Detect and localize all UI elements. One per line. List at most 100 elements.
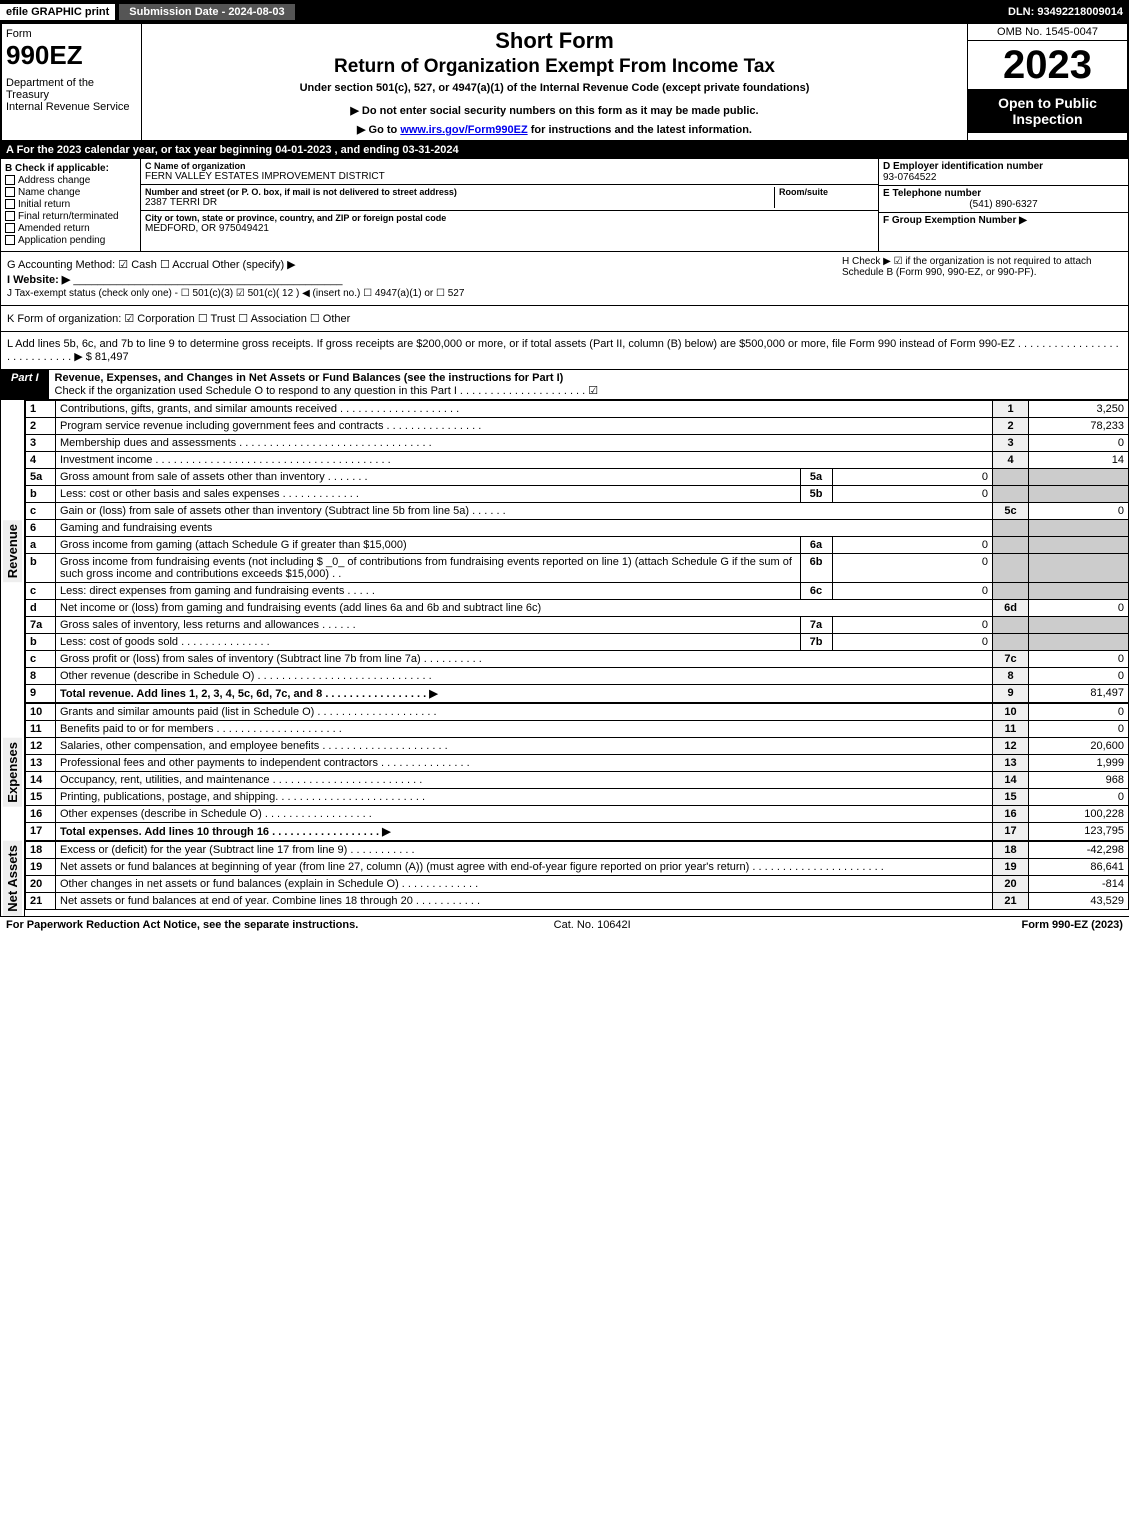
- org-name-row: C Name of organization FERN VALLEY ESTAT…: [141, 159, 878, 185]
- submission-date: Submission Date - 2024-08-03: [119, 4, 294, 20]
- revenue-table: 1Contributions, gifts, grants, and simil…: [25, 400, 1129, 703]
- city-label: City or town, state or province, country…: [145, 213, 874, 223]
- chk-amended-return[interactable]: Amended return: [5, 223, 136, 234]
- top-bar: efile GRAPHIC print Submission Date - 20…: [0, 0, 1129, 24]
- form-number: 990EZ: [6, 40, 137, 71]
- footer-left: For Paperwork Reduction Act Notice, see …: [6, 919, 358, 931]
- table-row: 7aGross sales of inventory, less returns…: [26, 617, 1129, 634]
- group-exemption-row: F Group Exemption Number ▶: [879, 213, 1128, 228]
- mid-block: G Accounting Method: ☑ Cash ☐ Accrual Ot…: [0, 252, 1129, 306]
- phone-label: E Telephone number: [883, 188, 1124, 199]
- table-row: 19Net assets or fund balances at beginni…: [26, 859, 1129, 876]
- part1-title: Revenue, Expenses, and Changes in Net As…: [55, 372, 564, 384]
- expenses-vertical-label: Expenses: [3, 738, 22, 807]
- table-row: 11Benefits paid to or for members . . . …: [26, 721, 1129, 738]
- omb-number: OMB No. 1545-0047: [968, 24, 1127, 41]
- short-form-title: Short Form: [146, 28, 963, 54]
- row-a-calendar-year: A For the 2023 calendar year, or tax yea…: [0, 142, 1129, 158]
- table-row: 16Other expenses (describe in Schedule O…: [26, 806, 1129, 823]
- chk-initial-return[interactable]: Initial return: [5, 199, 136, 210]
- efile-label[interactable]: efile GRAPHIC print: [0, 4, 115, 20]
- revenue-section: Revenue 1Contributions, gifts, grants, a…: [0, 400, 1129, 703]
- table-row: 2Program service revenue including gover…: [26, 418, 1129, 435]
- form-header: Form 990EZ Department of the Treasury In…: [0, 24, 1129, 142]
- table-row: 12Salaries, other compensation, and empl…: [26, 738, 1129, 755]
- line-i: I Website: ▶ ___________________________…: [7, 273, 842, 286]
- net-assets-table: 18Excess or (deficit) for the year (Subt…: [25, 841, 1129, 910]
- table-row: 13Professional fees and other payments t…: [26, 755, 1129, 772]
- table-row: dNet income or (loss) from gaming and fu…: [26, 600, 1129, 617]
- ein-label: D Employer identification number: [883, 161, 1124, 172]
- footer-form-id: Form 990-EZ (2023): [1021, 919, 1122, 931]
- net-assets-vertical-label: Net Assets: [3, 841, 22, 916]
- table-row: 4Investment income . . . . . . . . . . .…: [26, 452, 1129, 469]
- expenses-table: 10Grants and similar amounts paid (list …: [25, 703, 1129, 841]
- header-right: OMB No. 1545-0047 2023 Open to Public In…: [967, 24, 1127, 140]
- ein-row: D Employer identification number 93-0764…: [879, 159, 1128, 186]
- goto-prefix: ▶ Go to: [357, 124, 400, 136]
- part1-check-line: Check if the organization used Schedule …: [55, 385, 599, 397]
- header-left: Form 990EZ Department of the Treasury In…: [2, 24, 142, 140]
- table-row: 15Printing, publications, postage, and s…: [26, 789, 1129, 806]
- table-row: 18Excess or (deficit) for the year (Subt…: [26, 842, 1129, 859]
- revenue-vertical-label: Revenue: [3, 520, 22, 582]
- table-row: 20Other changes in net assets or fund ba…: [26, 876, 1129, 893]
- net-assets-section: Net Assets 18Excess or (deficit) for the…: [0, 841, 1129, 916]
- street-label: Number and street (or P. O. box, if mail…: [145, 187, 774, 197]
- line-l-block: L Add lines 5b, 6c, and 7b to line 9 to …: [0, 332, 1129, 370]
- table-row: bLess: cost of goods sold . . . . . . . …: [26, 634, 1129, 651]
- do-not-enter: ▶ Do not enter social security numbers o…: [146, 104, 963, 117]
- table-row: 10Grants and similar amounts paid (list …: [26, 704, 1129, 721]
- col-b-title: B Check if applicable:: [5, 163, 136, 174]
- table-row: cGross profit or (loss) from sales of in…: [26, 651, 1129, 668]
- table-row: 9Total revenue. Add lines 1, 2, 3, 4, 5c…: [26, 685, 1129, 703]
- header-mid: Short Form Return of Organization Exempt…: [142, 24, 967, 140]
- column-b: B Check if applicable: Address change Na…: [1, 159, 141, 251]
- tax-year: 2023: [968, 41, 1127, 89]
- dln: DLN: 93492218009014: [1008, 6, 1129, 18]
- chk-application-pending[interactable]: Application pending: [5, 235, 136, 246]
- phone-row: E Telephone number (541) 890-6327: [879, 186, 1128, 213]
- table-row: 3Membership dues and assessments . . . .…: [26, 435, 1129, 452]
- part1-label: Part I: [1, 370, 49, 399]
- line-g: G Accounting Method: ☑ Cash ☐ Accrual Ot…: [7, 258, 842, 271]
- column-c: C Name of organization FERN VALLEY ESTAT…: [141, 159, 878, 251]
- section-bcdef: B Check if applicable: Address change Na…: [0, 158, 1129, 252]
- line-h: H Check ▶ ☑ if the organization is not r…: [842, 256, 1122, 301]
- goto-suffix: for instructions and the latest informat…: [531, 124, 752, 136]
- chk-name-change[interactable]: Name change: [5, 187, 136, 198]
- table-row: 14Occupancy, rent, utilities, and mainte…: [26, 772, 1129, 789]
- room-label: Room/suite: [779, 187, 874, 197]
- table-row: aGross income from gaming (attach Schedu…: [26, 537, 1129, 554]
- open-to-public: Open to Public Inspection: [968, 89, 1127, 133]
- table-row: bGross income from fundraising events (n…: [26, 554, 1129, 583]
- footer-cat-no: Cat. No. 10642I: [554, 919, 631, 931]
- chk-final-return[interactable]: Final return/terminated: [5, 211, 136, 222]
- street-row: Number and street (or P. O. box, if mail…: [141, 185, 878, 211]
- chk-address-change[interactable]: Address change: [5, 175, 136, 186]
- line-j: J Tax-exempt status (check only one) - ☐…: [7, 288, 842, 299]
- city-row: City or town, state or province, country…: [141, 211, 878, 236]
- department: Department of the Treasury Internal Reve…: [6, 77, 137, 113]
- phone-value: (541) 890-6327: [883, 199, 1124, 210]
- line-l: L Add lines 5b, 6c, and 7b to line 9 to …: [7, 338, 1122, 363]
- table-row: cGain or (loss) from sale of assets othe…: [26, 503, 1129, 520]
- org-name-label: C Name of organization: [145, 161, 874, 171]
- page-footer: For Paperwork Reduction Act Notice, see …: [0, 916, 1129, 933]
- part1-header-row: Part I Revenue, Expenses, and Changes in…: [0, 370, 1129, 400]
- part1-title-block: Revenue, Expenses, and Changes in Net As…: [49, 370, 1128, 399]
- column-de: D Employer identification number 93-0764…: [878, 159, 1128, 251]
- form-word: Form: [6, 28, 137, 40]
- street: 2387 TERRI DR: [145, 197, 774, 208]
- table-row: 5aGross amount from sale of assets other…: [26, 469, 1129, 486]
- org-name: FERN VALLEY ESTATES IMPROVEMENT DISTRICT: [145, 171, 874, 182]
- table-row: 6Gaming and fundraising events: [26, 520, 1129, 537]
- line-k-block: K Form of organization: ☑ Corporation ☐ …: [0, 306, 1129, 332]
- irs-link[interactable]: www.irs.gov/Form990EZ: [400, 124, 527, 136]
- table-row: bLess: cost or other basis and sales exp…: [26, 486, 1129, 503]
- table-row: 21Net assets or fund balances at end of …: [26, 893, 1129, 910]
- expenses-section: Expenses 10Grants and similar amounts pa…: [0, 703, 1129, 841]
- table-row: cLess: direct expenses from gaming and f…: [26, 583, 1129, 600]
- table-row: 17Total expenses. Add lines 10 through 1…: [26, 823, 1129, 841]
- under-section: Under section 501(c), 527, or 4947(a)(1)…: [146, 82, 963, 94]
